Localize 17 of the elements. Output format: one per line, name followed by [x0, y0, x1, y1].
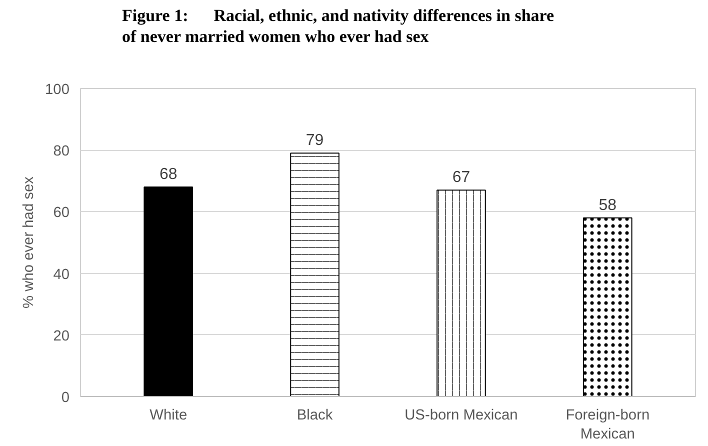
- y-tick-label: 40: [53, 266, 70, 283]
- y-tick-label: 20: [53, 328, 70, 344]
- data-label: 68: [159, 166, 178, 184]
- x-tick-label: Black: [296, 408, 334, 424]
- bar: [144, 186, 194, 396]
- x-tick-label: White: [150, 408, 188, 424]
- data-label: 58: [598, 196, 617, 214]
- y-axis-title: % who ever had sex: [21, 176, 38, 308]
- x-tick-label: Foreign-born Mexican: [566, 408, 650, 443]
- y-tick-label: 80: [53, 144, 70, 160]
- y-tick-label: 60: [53, 205, 70, 222]
- y-tick-label: 0: [61, 390, 70, 406]
- chart-title: Figure 1: Racial, ethnic, and nativity differences in share of never married women who ever had sex: [122, 5, 556, 47]
- y-tick-label: 100: [45, 82, 70, 98]
- data-label: 67: [452, 169, 470, 186]
- data-label: 79: [306, 132, 324, 150]
- x-tick-label: US-born Mexican: [404, 408, 518, 424]
